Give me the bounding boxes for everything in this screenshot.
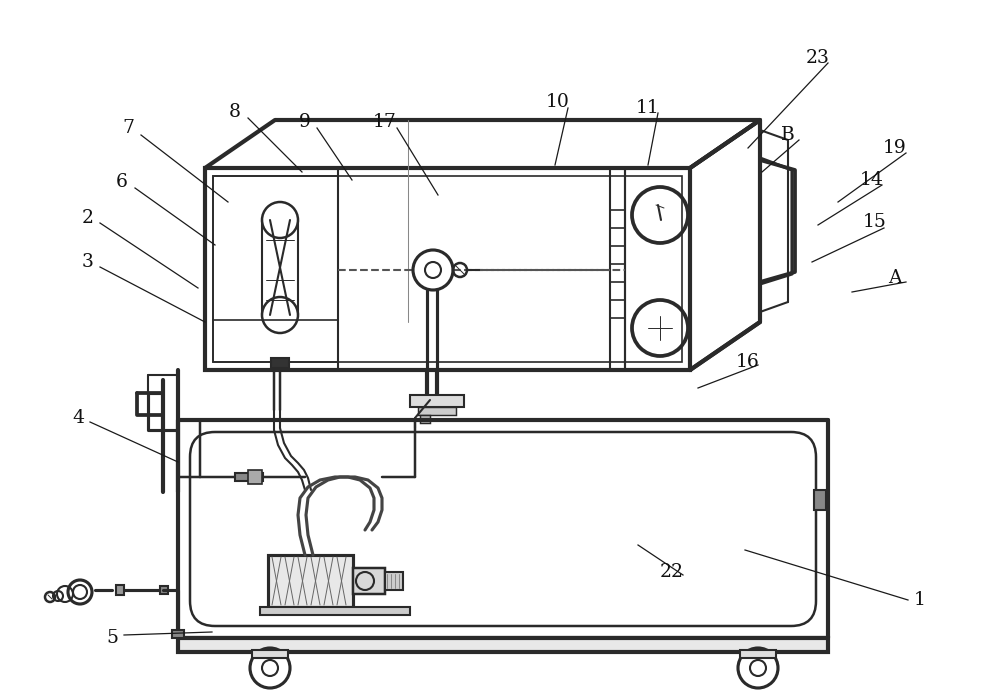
Bar: [814, 490, 826, 510]
Text: 22: 22: [660, 563, 684, 581]
Bar: [252, 650, 288, 658]
Text: 3: 3: [82, 253, 94, 271]
Text: 16: 16: [736, 353, 760, 371]
Bar: [160, 586, 168, 594]
Text: 4: 4: [72, 409, 84, 427]
Bar: [268, 555, 353, 607]
Text: B: B: [781, 126, 795, 144]
Bar: [271, 358, 289, 368]
Text: 10: 10: [546, 93, 570, 111]
Bar: [410, 395, 464, 407]
Bar: [116, 585, 124, 595]
Bar: [205, 168, 690, 370]
Text: 8: 8: [229, 103, 241, 121]
Text: 1: 1: [914, 591, 926, 609]
Text: 7: 7: [122, 119, 134, 137]
Bar: [260, 607, 410, 615]
Bar: [418, 407, 456, 415]
Bar: [420, 415, 430, 423]
Bar: [213, 176, 338, 362]
Bar: [235, 473, 263, 481]
Text: 19: 19: [883, 139, 907, 157]
Text: 6: 6: [116, 173, 128, 191]
Bar: [213, 176, 682, 362]
Text: 2: 2: [82, 209, 94, 227]
Text: 9: 9: [299, 113, 311, 131]
Text: 23: 23: [806, 49, 830, 67]
Text: 17: 17: [373, 113, 397, 131]
Bar: [740, 650, 776, 658]
Bar: [385, 572, 403, 590]
Bar: [172, 630, 184, 638]
Text: 14: 14: [860, 171, 884, 189]
Text: A: A: [888, 269, 902, 287]
Text: 5: 5: [106, 629, 118, 647]
Text: 11: 11: [636, 99, 660, 117]
Bar: [353, 568, 385, 594]
Bar: [178, 638, 828, 652]
Text: 15: 15: [863, 213, 887, 231]
Bar: [248, 470, 262, 484]
